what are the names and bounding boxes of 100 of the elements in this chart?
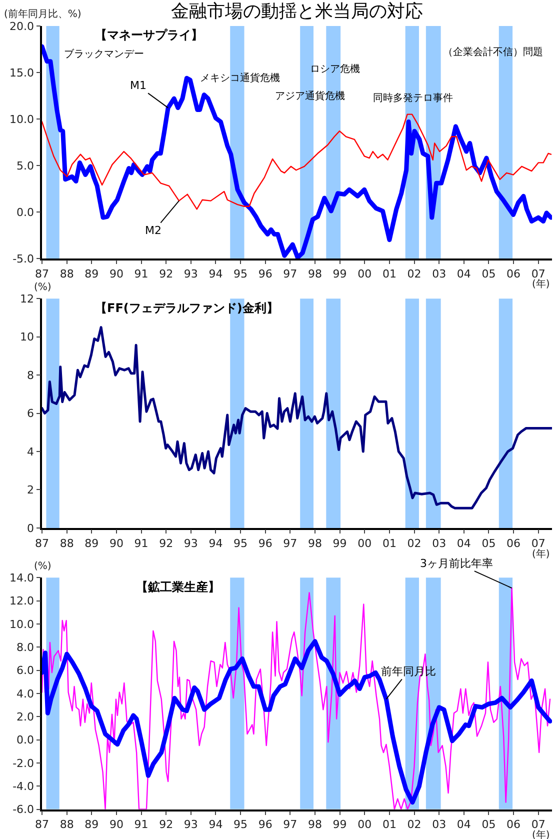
x-tick-label: 91: [134, 536, 148, 550]
x-tick-label: 87: [35, 818, 49, 832]
y-tick-label: 12.0: [10, 594, 34, 608]
text: M1: [130, 79, 146, 92]
x-tick-label: 96: [258, 818, 272, 832]
x-tick-label: 91: [134, 267, 148, 280]
x-tick-label: 92: [159, 818, 174, 832]
y-tick-label: 15.0: [10, 66, 34, 80]
x-tick-label: 94: [208, 536, 223, 550]
x-tick-label: 03: [432, 818, 446, 832]
band-label: ブラックマンデー: [64, 48, 144, 60]
x-tick-label: 04: [456, 536, 471, 550]
y-axis-title: (%): [34, 561, 52, 572]
x-tick-label: 88: [60, 536, 74, 550]
band-label: 同時多発テロ事件: [373, 92, 453, 104]
y-tick-label: 5.0: [16, 159, 34, 172]
x-tick-label: 90: [109, 818, 124, 832]
line-series: [42, 639, 552, 805]
x-tick-label: 95: [234, 267, 248, 280]
chart-title: 金融市場の動揺と米当局の対応: [171, 1, 423, 22]
x-tick-label: 01: [382, 267, 396, 280]
text: M2: [145, 224, 162, 237]
x-tick-label: 06: [506, 267, 521, 280]
x-tick-label: 98: [308, 818, 322, 832]
x-tick-label: 00: [358, 267, 372, 280]
x-tick-label: 02: [407, 267, 422, 280]
x-tick-label: 02: [407, 818, 422, 832]
y-tick-label: 2.0: [16, 710, 34, 724]
y-axis-title: (%): [34, 282, 52, 293]
y-tick-label: -6.0: [12, 803, 34, 816]
x-tick-label: 92: [159, 267, 174, 280]
y-axis-title: (前年同月比、%): [4, 8, 82, 20]
y-tick-label: 14.0: [10, 571, 34, 584]
x-axis-title: (年): [532, 278, 550, 290]
x-tick-label: 88: [60, 818, 74, 832]
chart-title: 【鉱工業生産】: [136, 580, 220, 594]
x-tick-label: 93: [184, 267, 198, 280]
x-tick-label: 92: [159, 536, 174, 550]
y-tick-label: 8: [27, 368, 34, 382]
band-label: ロシア危機: [310, 63, 360, 75]
x-tick-label: 04: [456, 267, 471, 280]
x-tick-label: 00: [358, 536, 372, 550]
x-tick-label: 90: [109, 267, 124, 280]
x-tick-label: 97: [283, 536, 298, 550]
x-tick-label: 01: [382, 536, 396, 550]
x-tick-label: 94: [208, 267, 223, 280]
x-tick-label: 97: [283, 267, 298, 280]
y-tick-label: -4.0: [12, 780, 34, 793]
x-tick-label: 07: [531, 267, 546, 280]
x-tick-label: 06: [506, 818, 521, 832]
x-tick-label: 07: [531, 536, 546, 550]
y-tick-label: -2.0: [12, 756, 34, 770]
band-label: メキシコ通貨危機: [200, 72, 280, 84]
x-tick-label: 05: [482, 818, 496, 832]
x-tick-label: 02: [407, 536, 422, 550]
x-tick-label: 03: [432, 536, 446, 550]
x-tick-label: 96: [258, 267, 272, 280]
x-tick-label: 94: [208, 818, 223, 832]
x-tick-label: 88: [60, 267, 74, 280]
chart-subtitle: 【マネーサプライ】: [95, 28, 203, 42]
y-tick-label: 6: [27, 407, 34, 420]
chart-title: 【FF(フェデラルファンド)金利】: [95, 301, 278, 315]
x-tick-label: 00: [358, 818, 372, 832]
x-tick-label: 05: [482, 536, 496, 550]
text: 3ヶ月前比年率: [420, 557, 493, 570]
x-tick-label: 06: [506, 536, 521, 550]
x-tick-label: 98: [308, 267, 322, 280]
y-tick-label: 0: [27, 522, 34, 535]
y-tick-label: 12: [20, 292, 34, 306]
y-tick-label: 4: [27, 445, 34, 458]
x-tick-label: 89: [84, 536, 99, 550]
x-tick-label: 89: [84, 818, 99, 832]
x-tick-label: 93: [184, 818, 198, 832]
y-tick-label: -5.0: [12, 252, 34, 266]
y-tick-label: 20.0: [10, 20, 34, 33]
x-axis-title: (年): [532, 829, 550, 839]
x-tick-label: 07: [531, 818, 546, 832]
x-axis-title: (年): [532, 548, 550, 560]
x-tick-label: 91: [134, 818, 148, 832]
y-tick-label: 10: [20, 330, 34, 344]
x-tick-label: 97: [283, 818, 298, 832]
y-tick-label: 8.0: [16, 640, 34, 654]
line-series: [42, 114, 552, 210]
x-tick-label: 87: [35, 536, 49, 550]
x-tick-label: 99: [332, 818, 347, 832]
x-tick-label: 96: [258, 536, 272, 550]
x-tick-label: 90: [109, 536, 124, 550]
y-tick-label: 6.0: [16, 664, 34, 678]
band-label: （企業会計不信）問題: [443, 46, 543, 58]
y-tick-label: 10.0: [10, 112, 34, 126]
y-tick-label: 4.0: [16, 687, 34, 700]
x-tick-label: 99: [332, 267, 347, 280]
x-tick-label: 95: [234, 536, 248, 550]
x-tick-label: 95: [234, 818, 248, 832]
x-tick-label: 89: [84, 267, 99, 280]
y-tick-label: 0.0: [16, 734, 34, 747]
x-tick-label: 05: [482, 267, 496, 280]
x-tick-label: 01: [382, 818, 396, 832]
y-tick-label: 0.0: [16, 206, 34, 219]
x-tick-label: 93: [184, 536, 198, 550]
